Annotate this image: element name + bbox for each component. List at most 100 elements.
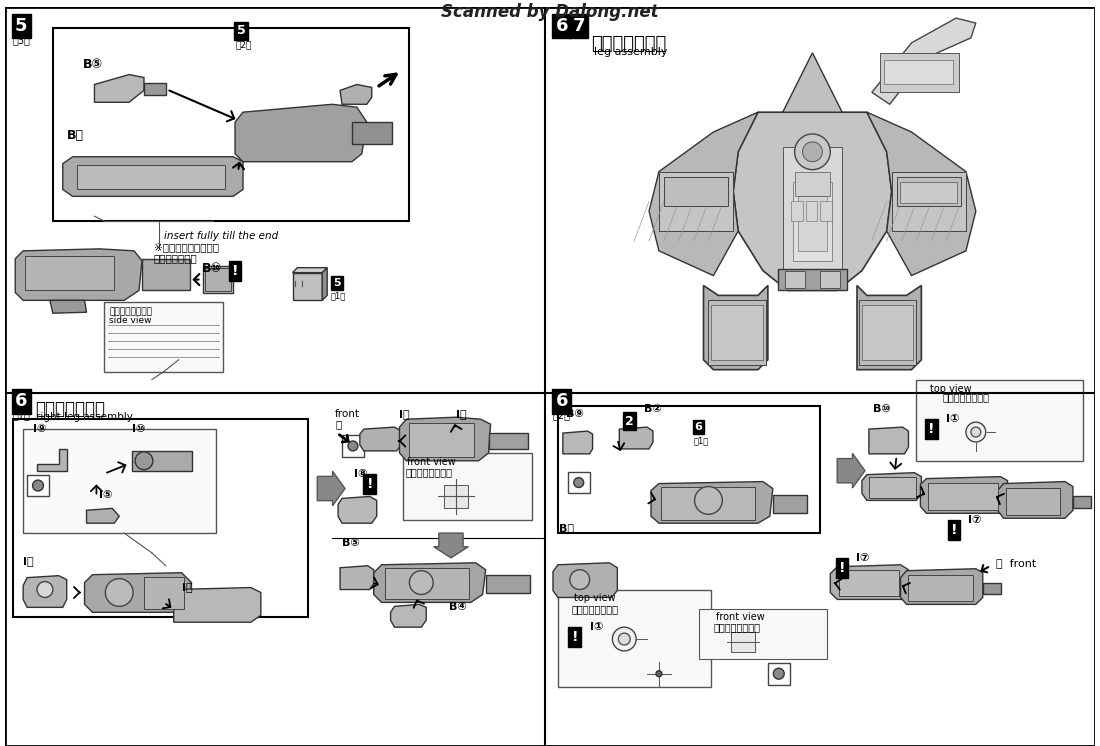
Bar bbox=[784, 271, 804, 289]
Polygon shape bbox=[553, 562, 617, 598]
Text: leg assembly: leg assembly bbox=[594, 47, 667, 57]
Polygon shape bbox=[783, 53, 843, 112]
Text: ※奥までしっかりと、: ※奥までしっかりと、 bbox=[154, 242, 219, 252]
Text: B⑤: B⑤ bbox=[342, 538, 360, 548]
Bar bbox=[1072, 496, 1091, 508]
Text: I⑤: I⑤ bbox=[99, 490, 113, 501]
Text: 『前から見た図』: 『前から見た図』 bbox=[406, 467, 452, 477]
Text: B⑩: B⑩ bbox=[201, 262, 221, 275]
Text: I⑳: I⑳ bbox=[182, 583, 192, 592]
Polygon shape bbox=[87, 508, 119, 523]
Bar bbox=[928, 483, 998, 510]
Bar bbox=[23, 429, 217, 533]
Circle shape bbox=[971, 427, 981, 437]
Bar bbox=[444, 485, 468, 508]
Circle shape bbox=[773, 668, 784, 679]
Circle shape bbox=[618, 633, 630, 645]
Polygon shape bbox=[37, 449, 67, 471]
Polygon shape bbox=[862, 473, 922, 501]
Bar bbox=[805, 201, 817, 221]
Bar bbox=[783, 147, 843, 275]
Bar bbox=[293, 272, 322, 301]
Bar bbox=[791, 201, 803, 221]
Text: I⑦: I⑦ bbox=[968, 515, 981, 525]
Bar bbox=[661, 486, 755, 520]
Text: I①: I① bbox=[946, 414, 959, 424]
Polygon shape bbox=[867, 112, 976, 275]
Polygon shape bbox=[50, 301, 87, 313]
Polygon shape bbox=[15, 249, 142, 301]
Bar bbox=[883, 60, 953, 84]
Text: B⑤: B⑤ bbox=[82, 57, 102, 71]
Bar bbox=[793, 181, 833, 261]
Polygon shape bbox=[235, 104, 366, 162]
Bar bbox=[896, 177, 961, 207]
Circle shape bbox=[409, 571, 433, 595]
Bar bbox=[53, 28, 409, 221]
Bar bbox=[206, 268, 231, 292]
Polygon shape bbox=[317, 471, 345, 506]
Text: 5: 5 bbox=[333, 278, 341, 287]
Bar bbox=[204, 266, 233, 293]
Bar bbox=[659, 172, 734, 231]
Bar bbox=[712, 305, 763, 360]
Polygon shape bbox=[374, 562, 485, 603]
Text: !: ! bbox=[950, 523, 957, 537]
Bar bbox=[342, 435, 364, 457]
Bar bbox=[768, 662, 790, 685]
Bar bbox=[1005, 488, 1060, 515]
Polygon shape bbox=[872, 18, 976, 104]
Text: 『上から見た図』: 『上から見た図』 bbox=[943, 392, 989, 402]
Bar bbox=[142, 259, 189, 290]
Bar bbox=[982, 583, 1001, 595]
Text: 脚部の組み立て: 脚部の組み立て bbox=[592, 35, 667, 53]
Text: 6: 6 bbox=[694, 422, 703, 432]
Polygon shape bbox=[23, 576, 67, 607]
Bar bbox=[104, 302, 223, 372]
Circle shape bbox=[574, 477, 584, 488]
Bar bbox=[859, 301, 916, 365]
Bar bbox=[773, 495, 807, 513]
Polygon shape bbox=[340, 84, 372, 104]
Text: B⑩: B⑩ bbox=[872, 404, 891, 414]
Bar bbox=[821, 201, 833, 221]
Text: 〈1〉: 〈1〉 bbox=[12, 410, 30, 420]
Text: I⑩: I⑩ bbox=[132, 424, 145, 434]
Bar bbox=[488, 433, 528, 449]
Text: !: ! bbox=[232, 263, 239, 278]
Bar bbox=[664, 177, 728, 207]
Circle shape bbox=[33, 480, 44, 491]
Text: 6: 6 bbox=[556, 17, 568, 35]
Text: I⑲: I⑲ bbox=[23, 556, 34, 565]
Bar bbox=[28, 474, 48, 496]
Text: I⑨: I⑨ bbox=[33, 424, 46, 434]
Text: B⑵: B⑵ bbox=[67, 129, 84, 142]
Polygon shape bbox=[651, 482, 773, 523]
Bar bbox=[352, 122, 392, 144]
Bar bbox=[900, 181, 957, 204]
Polygon shape bbox=[734, 112, 892, 290]
Bar bbox=[862, 305, 913, 360]
Bar bbox=[916, 380, 1082, 461]
Bar bbox=[798, 196, 827, 251]
Polygon shape bbox=[338, 496, 376, 523]
Bar bbox=[892, 172, 966, 231]
Bar bbox=[794, 172, 830, 196]
Bar bbox=[144, 84, 166, 95]
Circle shape bbox=[570, 570, 590, 589]
Polygon shape bbox=[998, 482, 1072, 518]
Text: 6: 6 bbox=[556, 392, 568, 410]
Text: 〈3〉: 〈3〉 bbox=[12, 35, 30, 45]
Polygon shape bbox=[390, 604, 426, 627]
Text: front view: front view bbox=[407, 457, 456, 467]
Text: !: ! bbox=[928, 422, 935, 436]
Polygon shape bbox=[174, 588, 261, 622]
Polygon shape bbox=[704, 286, 768, 370]
Bar bbox=[77, 165, 226, 189]
Text: 6: 6 bbox=[15, 392, 28, 410]
Text: I⑰: I⑰ bbox=[399, 410, 410, 419]
Bar bbox=[821, 271, 840, 289]
Polygon shape bbox=[322, 268, 327, 301]
Text: 〈1〉: 〈1〉 bbox=[694, 436, 708, 445]
Text: I⑱: I⑱ bbox=[455, 410, 466, 419]
